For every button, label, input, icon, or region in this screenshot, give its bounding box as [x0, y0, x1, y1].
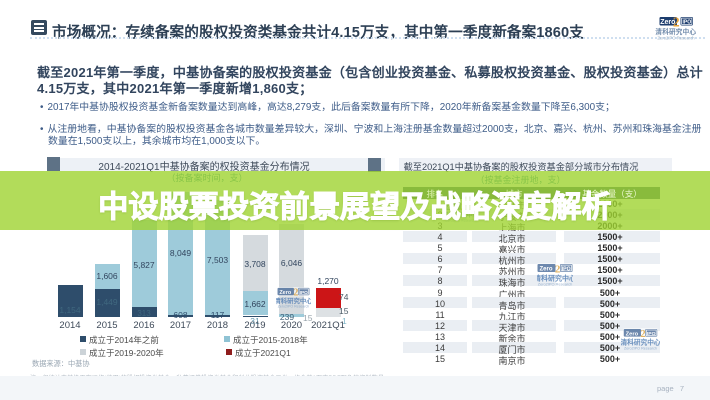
- svg-text:Zero2IPO Research: Zero2IPO Research: [538, 281, 573, 286]
- svg-text:Zero2IPO Research: Zero2IPO Research: [624, 346, 657, 350]
- svg-text:2: 2: [555, 263, 561, 275]
- svg-text:IPO: IPO: [647, 331, 656, 337]
- svg-text:IPO: IPO: [682, 20, 691, 26]
- svg-text:Zero: Zero: [626, 331, 639, 337]
- svg-text:Zero2IPO Research: Zero2IPO Research: [657, 35, 695, 40]
- svg-text:Zero: Zero: [279, 290, 292, 296]
- svg-text:Zero: Zero: [660, 19, 675, 26]
- svg-text:2: 2: [640, 328, 645, 339]
- svg-text:IPO: IPO: [300, 290, 308, 296]
- svg-text:Zero2IPO Research: Zero2IPO Research: [278, 304, 310, 308]
- svg-text:清科研究中心: 清科研究中心: [537, 274, 573, 283]
- svg-text:清科研究中心: 清科研究中心: [621, 337, 660, 346]
- svg-text:Zero: Zero: [539, 267, 552, 273]
- svg-text:清科研究中心: 清科研究中心: [276, 296, 311, 305]
- svg-text:IPO: IPO: [562, 266, 571, 272]
- svg-text:2: 2: [673, 14, 680, 29]
- svg-text:清科研究中心: 清科研究中心: [655, 27, 696, 36]
- svg-text:2: 2: [293, 288, 298, 299]
